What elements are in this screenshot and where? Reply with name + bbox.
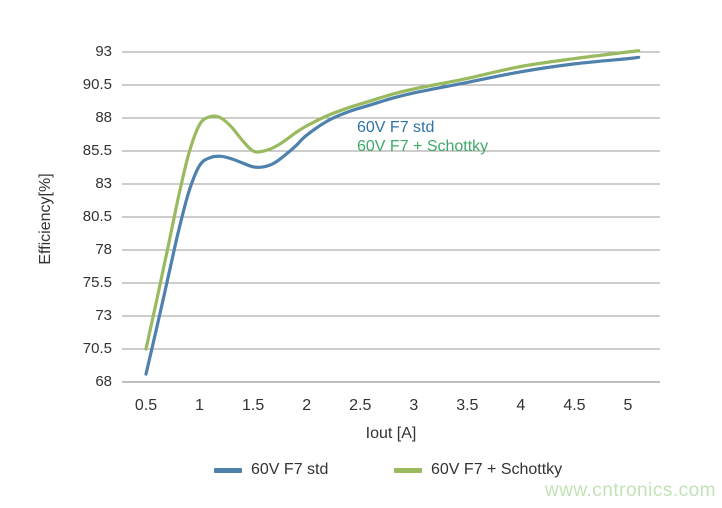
- y-tick-label: 80.5: [82, 208, 112, 225]
- y-tick-label: 83: [95, 175, 112, 192]
- series-line-60v-f7-std: [144, 55, 641, 376]
- x-tick-label: 3: [409, 397, 419, 414]
- y-tick-label: 75.5: [82, 274, 112, 291]
- x-axis-title: Iout [A]: [365, 425, 417, 442]
- y-tick-label: 90.5: [82, 76, 112, 93]
- y-tick-label: 68: [95, 373, 112, 390]
- x-tick-label: 0.5: [134, 397, 158, 414]
- x-tick-label: 2: [302, 397, 312, 414]
- legend-item-schottky: 60V F7 + Schottky: [394, 459, 562, 481]
- x-tick-label: 5: [623, 397, 633, 414]
- x-tick-label: 4.5: [563, 397, 586, 414]
- y-tick-label: 93: [95, 43, 112, 60]
- legend-label-schottky: 60V F7 + Schottky: [431, 461, 563, 478]
- annotation-std: 60V F7 std: [357, 119, 435, 136]
- legend-swatch-std: [214, 467, 242, 473]
- x-tick-label: 1: [195, 397, 204, 414]
- y-axis-title: Efficiency[%]: [37, 173, 54, 265]
- watermark: www.cntronics.com: [544, 480, 716, 501]
- y-tick-label: 88: [95, 109, 112, 126]
- legend-swatch-schottky: [394, 467, 422, 473]
- y-tick-label: 73: [95, 307, 112, 324]
- series-annotations: 60V F7 std 60V F7 + Schottky: [357, 118, 488, 156]
- x-tick-label: 2.5: [349, 397, 372, 414]
- x-tick-label: 1.5: [241, 397, 265, 414]
- legend-label-std: 60V F7 std: [251, 461, 329, 478]
- x-tick-label: 4: [516, 397, 526, 414]
- series-line-60v-f7-schottky: [144, 49, 641, 351]
- legend-item-std: 60V F7 std: [214, 459, 328, 481]
- annotation-schottky: 60V F7 + Schottky: [357, 138, 489, 155]
- y-tick-label: 78: [95, 241, 112, 258]
- y-tick-label: 70.5: [82, 340, 112, 357]
- legend: 60V F7 std 60V F7 + Schottky: [0, 459, 722, 481]
- x-tick-label: 3.5: [456, 397, 479, 414]
- y-tick-label: 85.5: [82, 142, 112, 159]
